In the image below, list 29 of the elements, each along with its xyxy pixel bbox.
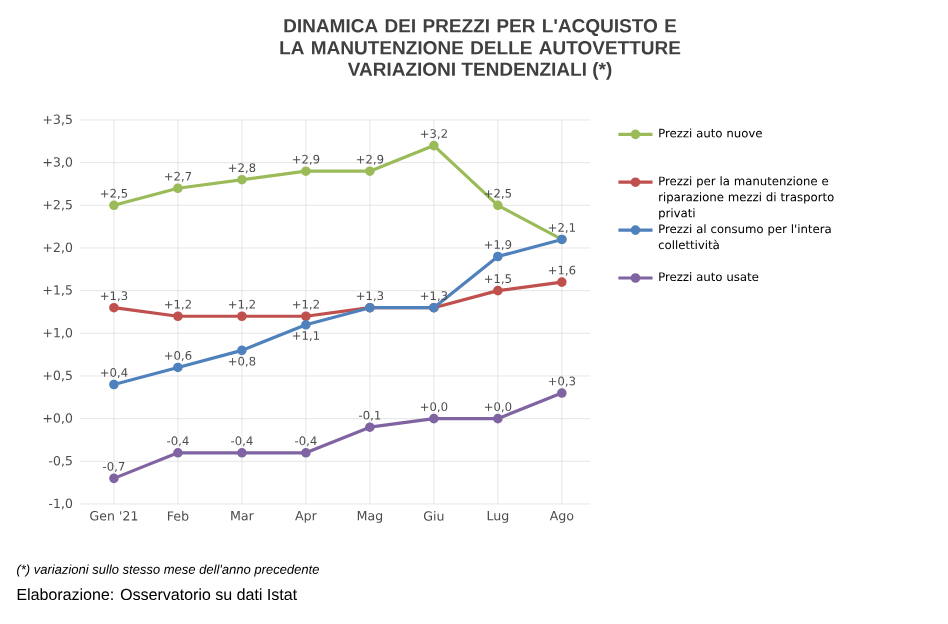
chart-title: DINAMICA DEI PREZZI PER L'ACQUISTO E LA MANUTENZIONE DELLE AUTOVETTURE [280,19,681,55]
point [173,447,183,458]
point [365,422,375,432]
point [365,166,375,176]
point [237,311,247,322]
point [493,251,503,262]
point [173,183,183,194]
text: Elaborazione: Osservatorio su dati Istat [17,588,297,601]
point [557,388,567,398]
point [301,447,311,458]
point [109,473,119,484]
point [301,311,311,322]
point [301,319,311,330]
point [237,345,247,356]
point [429,413,439,424]
point [557,277,567,287]
point [493,200,503,211]
point [301,166,311,176]
point [173,362,183,373]
point [173,311,183,322]
point [493,413,503,424]
point [493,285,503,296]
chart-subtitle: VARIAZIONI TENDENZIALI (*) [347,61,612,80]
point [429,140,439,151]
point [109,379,119,390]
point [237,447,247,458]
point [109,302,119,313]
point [109,200,119,211]
point [237,174,247,185]
